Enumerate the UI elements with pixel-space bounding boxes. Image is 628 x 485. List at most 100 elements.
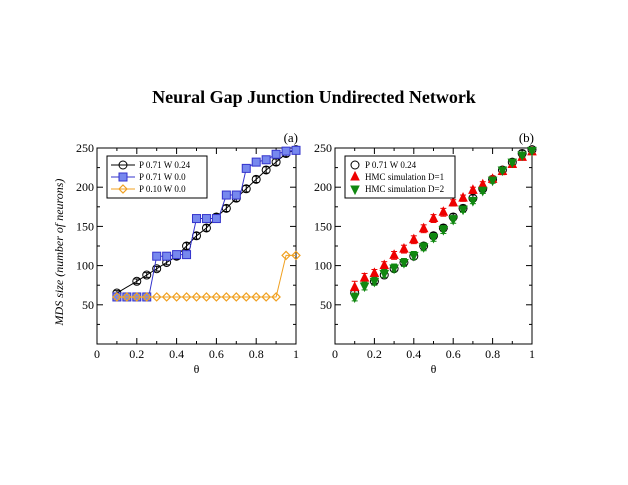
legend-label: P 0.10 W 0.0 — [139, 184, 186, 194]
data-point — [487, 176, 498, 187]
x-tick-label: 0.6 — [446, 347, 461, 361]
data-point — [389, 249, 399, 259]
data-point — [428, 233, 439, 244]
data-point — [281, 146, 291, 156]
x-tick-label: 0.8 — [249, 347, 264, 361]
x-tick-label: 0.4 — [169, 347, 184, 361]
legend-label: P 0.71 W 0.24 — [139, 160, 191, 170]
data-point — [291, 250, 301, 261]
data-point — [181, 292, 192, 302]
legend-box — [344, 155, 456, 199]
series-2 — [112, 250, 301, 302]
data-point — [251, 157, 261, 167]
data-point — [517, 151, 527, 162]
data-point — [379, 259, 390, 270]
series-line — [116, 149, 297, 294]
y-tick-label: 250 — [76, 141, 94, 155]
data-point — [211, 292, 222, 302]
figure-title: Neural Gap Junction Undirected Network — [152, 87, 476, 107]
data-point — [349, 293, 360, 304]
y-tick-label: 150 — [314, 219, 332, 233]
legend-label: P 0.71 W 0.0 — [139, 172, 186, 182]
data-point — [201, 292, 212, 302]
data-point — [438, 206, 449, 216]
panel-label: (a) — [284, 130, 298, 145]
data-point — [191, 292, 202, 302]
legend: P 0.71 W 0.24 HMC simulation D=1 HMC simul… — [344, 155, 456, 199]
data-point — [171, 292, 182, 302]
data-point — [251, 174, 261, 184]
x-tick-label: 0.2 — [129, 347, 144, 361]
data-point — [241, 292, 252, 302]
data-point — [468, 197, 478, 207]
y-axis-label: MDS size (number of neurons) — [52, 179, 66, 327]
x-tick-label: 1 — [293, 347, 299, 361]
data-point — [231, 190, 241, 200]
data-point — [132, 276, 142, 286]
data-point — [399, 258, 409, 269]
series-2 — [349, 146, 537, 304]
data-point — [408, 233, 419, 244]
y-tick-label: 100 — [76, 259, 94, 273]
panel-label: (b) — [519, 130, 534, 145]
data-point — [477, 186, 488, 197]
data-point — [201, 214, 211, 224]
data-point — [271, 292, 281, 302]
data-point — [211, 214, 221, 224]
data-point — [369, 267, 380, 277]
data-point — [418, 222, 429, 233]
data-point — [151, 292, 162, 302]
series-line — [116, 254, 296, 298]
data-point — [152, 264, 162, 274]
data-point — [527, 146, 537, 157]
data-point — [261, 165, 271, 175]
x-tick-label: 1 — [529, 347, 535, 361]
legend-swatch-marker — [118, 184, 128, 194]
data-point — [152, 251, 162, 261]
legend-label: HMC simulation D=2 — [365, 184, 444, 194]
data-point — [261, 155, 271, 165]
data-point — [162, 251, 172, 261]
x-axis-label: θ — [431, 362, 437, 376]
x-tick-label: 0 — [94, 347, 100, 361]
data-point — [201, 223, 211, 233]
data-point — [122, 292, 132, 302]
data-point — [458, 192, 468, 202]
data-point — [448, 196, 459, 207]
legend-swatch-marker — [118, 160, 128, 170]
data-point — [438, 226, 449, 236]
legend: P 0.71 W 0.24 P 0.71 W 0.0 P 0.10 W 0.0 — [106, 155, 208, 199]
legend-swatch-marker — [118, 172, 128, 182]
data-point — [161, 292, 172, 302]
data-point — [379, 269, 390, 280]
data-point — [142, 270, 152, 280]
data-point — [408, 251, 419, 262]
data-point — [261, 292, 271, 302]
data-point — [428, 212, 439, 223]
data-point — [182, 250, 192, 260]
data-point — [468, 184, 478, 194]
data-point — [359, 282, 370, 293]
data-point — [389, 264, 399, 275]
x-tick-label: 0 — [332, 347, 338, 361]
data-point — [497, 166, 508, 177]
data-point — [507, 158, 518, 169]
data-point — [477, 178, 488, 189]
x-tick-label: 0.2 — [367, 347, 382, 361]
data-point — [221, 190, 231, 200]
data-point — [458, 205, 468, 216]
x-tick-label: 0.6 — [209, 347, 224, 361]
data-point — [251, 292, 262, 302]
data-point — [241, 184, 251, 194]
legend-swatch-marker — [350, 160, 360, 170]
data-point — [131, 292, 142, 302]
data-point — [369, 277, 380, 288]
y-tick-label: 150 — [76, 219, 94, 233]
legend-swatch-marker — [350, 170, 360, 181]
data-point — [291, 145, 301, 155]
data-point — [448, 215, 459, 226]
data-point — [231, 292, 242, 302]
